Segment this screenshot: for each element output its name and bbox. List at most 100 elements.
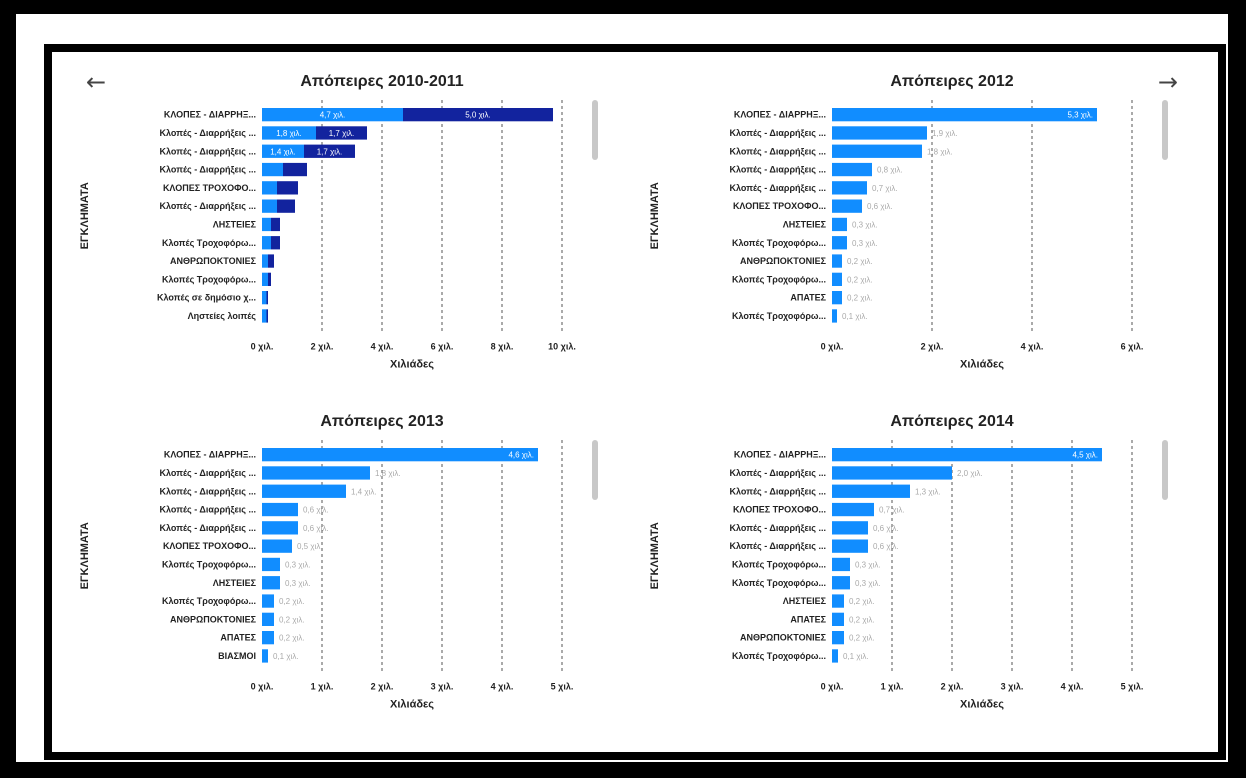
bar[interactable] bbox=[832, 466, 952, 480]
right-arrow-icon[interactable]: → bbox=[1157, 68, 1178, 96]
bar[interactable] bbox=[277, 181, 298, 195]
bar[interactable] bbox=[262, 199, 277, 213]
bar[interactable] bbox=[262, 484, 346, 498]
left-arrow-icon[interactable]: ← bbox=[86, 68, 107, 96]
bar[interactable] bbox=[266, 309, 269, 323]
data-label: 0,3 χιλ. bbox=[852, 239, 878, 248]
bar[interactable] bbox=[832, 576, 850, 590]
data-label: 0,6 χιλ. bbox=[873, 524, 899, 533]
bar[interactable] bbox=[262, 272, 268, 286]
category-label: Κλοπές - Διαρρήξεις ... bbox=[729, 541, 826, 551]
bar[interactable] bbox=[262, 181, 277, 195]
bar[interactable] bbox=[262, 291, 267, 305]
chart-2013[interactable]: Απόπειρες 2013 ΕΓΚΛΗΜΑΤΑ 0 χιλ. 1 χιλ. 2 χιλ… bbox=[62, 402, 622, 742]
bar[interactable] bbox=[271, 236, 280, 250]
bar[interactable] bbox=[262, 557, 280, 572]
chart-2014[interactable]: Απόπειρες 2014 ΕΓΚΛΗΜΑΤΑ 0 χιλ. 1 χιλ. 2 χιλ… bbox=[632, 402, 1192, 742]
bar[interactable] bbox=[304, 144, 355, 158]
x-tick-label: 1 χιλ. bbox=[881, 682, 904, 692]
bar[interactable] bbox=[262, 309, 267, 323]
bar[interactable] bbox=[283, 162, 307, 177]
bar[interactable] bbox=[268, 272, 271, 286]
bar[interactable] bbox=[262, 126, 316, 140]
category-label: Κλοπές Τροχοφόρω... bbox=[162, 596, 256, 606]
bar[interactable] bbox=[832, 181, 867, 195]
category-label: Κλοπές - Διαρρήξεις ... bbox=[159, 128, 256, 138]
bar[interactable] bbox=[832, 144, 922, 158]
bar[interactable] bbox=[262, 631, 274, 645]
bar[interactable] bbox=[262, 539, 292, 553]
category-label: ΚΛΟΠΕΣ ΤΡΟΧΟΦΟ... bbox=[163, 541, 256, 551]
bar[interactable] bbox=[832, 612, 844, 626]
x-tick-label: 2 χιλ. bbox=[371, 682, 394, 692]
bar[interactable] bbox=[266, 291, 269, 305]
chart-2010-2011[interactable]: Απόπειρες 2010-2011 ΕΓΚΛΗΜΑΤΑ 0 χιλ. 2 χιλ.… bbox=[62, 62, 622, 392]
bar[interactable] bbox=[262, 594, 274, 608]
category-label: ΚΛΟΠΕΣ ΤΡΟΧΟΦΟ... bbox=[733, 505, 826, 515]
bar[interactable] bbox=[271, 217, 280, 232]
data-label: 1,7 χιλ. bbox=[317, 147, 343, 156]
category-label: Κλοπές - Διαρρήξεις ... bbox=[729, 486, 826, 496]
x-tick-label: 10 χιλ. bbox=[548, 342, 576, 352]
data-label: 0,1 χιλ. bbox=[842, 312, 868, 321]
bar[interactable] bbox=[262, 108, 403, 122]
bar[interactable] bbox=[262, 612, 274, 626]
bar[interactable] bbox=[277, 199, 295, 213]
bar[interactable] bbox=[832, 484, 910, 498]
bar[interactable] bbox=[832, 521, 868, 535]
bar[interactable] bbox=[832, 539, 868, 553]
category-label: ΛΗΣΤΕΙΕΣ bbox=[783, 596, 827, 606]
bar[interactable] bbox=[262, 576, 280, 590]
data-label: 1,4 χιλ. bbox=[270, 147, 296, 156]
bar[interactable] bbox=[262, 466, 370, 480]
bar[interactable] bbox=[832, 309, 837, 323]
bar[interactable] bbox=[832, 502, 874, 517]
bar[interactable] bbox=[262, 217, 271, 232]
bar[interactable] bbox=[832, 631, 844, 645]
data-label: 5,0 χιλ. bbox=[465, 111, 491, 120]
category-label: Κλοπές Τροχοφόρω... bbox=[732, 578, 826, 588]
bar[interactable] bbox=[832, 217, 847, 232]
chart-2012[interactable]: Απόπειρες 2012 ΕΓΚΛΗΜΑΤΑ 0 χιλ. 2 χιλ. 4 χιλ… bbox=[632, 62, 1192, 392]
scrollbar[interactable] bbox=[592, 100, 598, 160]
inner-frame: ← → Απόπειρες 2010-2011 ΕΓΚΛΗΜΑΤΑ 0 χιλ. 2 … bbox=[44, 44, 1226, 760]
category-label: Κλοπές Τροχοφόρω... bbox=[162, 274, 256, 284]
scrollbar[interactable] bbox=[1162, 100, 1168, 160]
bar[interactable] bbox=[832, 594, 844, 608]
bar[interactable] bbox=[832, 557, 850, 572]
scrollbar[interactable] bbox=[592, 440, 598, 500]
bar[interactable] bbox=[832, 236, 847, 250]
bar[interactable] bbox=[832, 199, 862, 213]
bar[interactable] bbox=[832, 649, 838, 663]
bar[interactable] bbox=[832, 126, 927, 140]
bar[interactable] bbox=[268, 254, 274, 268]
chart-title: Απόπειρες 2012 bbox=[890, 73, 1013, 90]
bar[interactable] bbox=[262, 236, 271, 250]
data-label: 0,3 χιλ. bbox=[285, 579, 311, 588]
bar[interactable] bbox=[262, 521, 298, 535]
category-label: Κλοπές - Διαρρήξεις ... bbox=[729, 523, 826, 533]
scrollbar[interactable] bbox=[1162, 440, 1168, 500]
report-canvas: ← → Απόπειρες 2010-2011 ΕΓΚΛΗΜΑΤΑ 0 χιλ. 2 … bbox=[52, 52, 1218, 752]
data-label: 0,3 χιλ. bbox=[855, 560, 881, 569]
bar[interactable] bbox=[262, 448, 538, 462]
bar[interactable] bbox=[832, 272, 842, 286]
bar[interactable] bbox=[316, 126, 367, 140]
bar[interactable] bbox=[832, 448, 1102, 462]
bar[interactable] bbox=[262, 162, 283, 177]
bar[interactable] bbox=[832, 254, 842, 268]
bar[interactable] bbox=[832, 291, 842, 305]
bar[interactable] bbox=[262, 649, 268, 663]
bar[interactable] bbox=[262, 502, 298, 517]
data-label: 1,7 χιλ. bbox=[329, 129, 355, 138]
bar[interactable] bbox=[832, 162, 872, 177]
category-label: Κλοπές Τροχοφόρω... bbox=[732, 274, 826, 284]
category-label: ΚΛΟΠΕΣ ΤΡΟΧΟΦΟ... bbox=[733, 201, 826, 211]
data-label: 1,4 χιλ. bbox=[351, 487, 377, 496]
category-label: ΑΠΑΤΕΣ bbox=[790, 293, 826, 303]
bar[interactable] bbox=[262, 254, 268, 268]
bar[interactable] bbox=[403, 108, 553, 122]
bar[interactable] bbox=[262, 144, 304, 158]
x-tick-label: 8 χιλ. bbox=[491, 342, 514, 352]
bar[interactable] bbox=[832, 108, 1097, 122]
